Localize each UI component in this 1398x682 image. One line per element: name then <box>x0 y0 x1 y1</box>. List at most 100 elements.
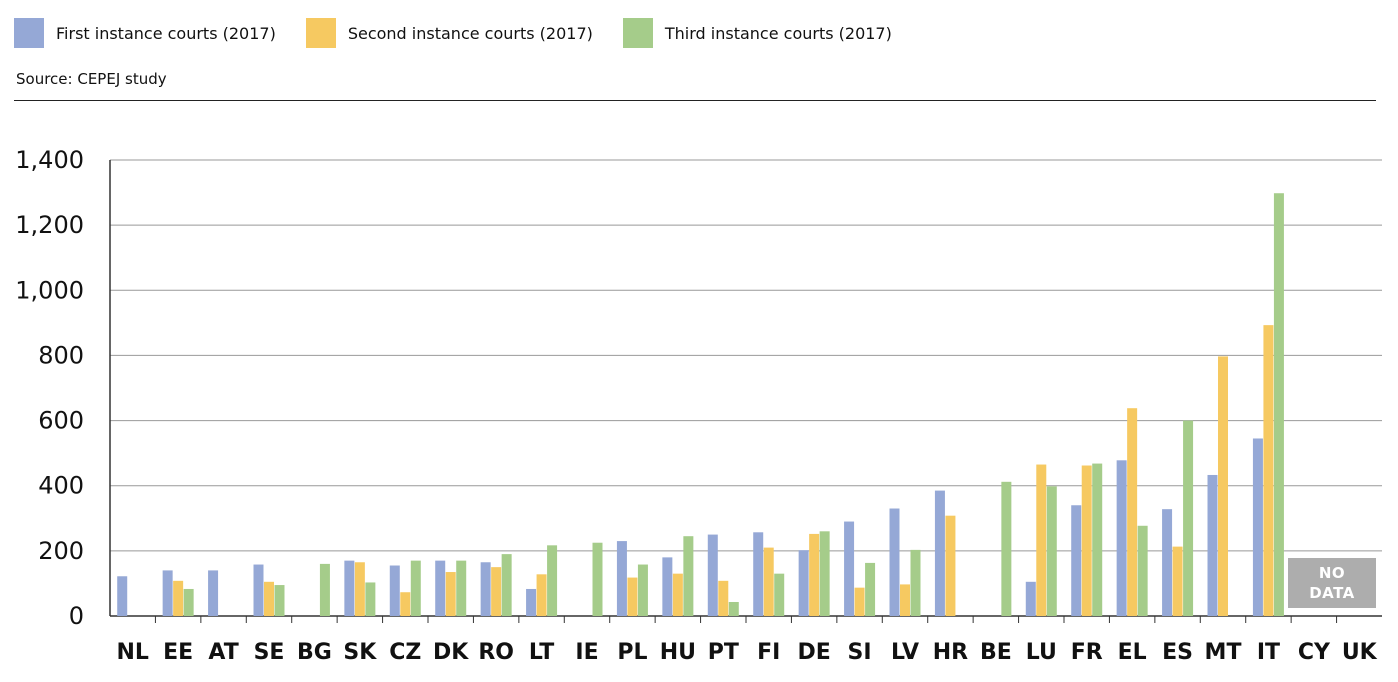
bar-es-series-1 <box>1162 509 1173 616</box>
no-data-line1: NO <box>1318 564 1346 582</box>
bar-ro-series-2 <box>491 567 502 616</box>
header-divider <box>14 100 1376 101</box>
bar-at-series-1 <box>208 570 219 616</box>
legend-swatch-second-instance <box>305 18 336 48</box>
bar-cz-series-2 <box>400 592 411 616</box>
bar-bg-series-3 <box>319 563 330 616</box>
bar-fi-series-2 <box>763 547 774 616</box>
x-tick-label: PL <box>617 640 647 665</box>
x-tick-label: DK <box>433 640 469 665</box>
bar-lv-series-1 <box>889 508 900 616</box>
bar-hu-series-2 <box>672 573 683 616</box>
legend-label-first-instance: First instance courts (2017) <box>56 23 276 43</box>
legend-swatch-third-instance <box>622 18 653 48</box>
legend-label-third-instance: Third instance courts (2017) <box>664 23 892 43</box>
no-data-badge: NO DATA <box>1288 558 1376 608</box>
bar-be-series-3 <box>1001 481 1012 616</box>
bar-fi-series-1 <box>753 532 764 616</box>
x-tick-label: HR <box>933 640 968 665</box>
bar-cz-series-3 <box>410 560 421 616</box>
bar-lv-series-3 <box>910 549 921 616</box>
bar-dk-series-3 <box>456 560 467 616</box>
x-tick-label: LT <box>529 640 554 665</box>
bar-ee-series-2 <box>173 580 184 616</box>
legend-item-second-instance: Second instance courts (2017) <box>305 18 593 48</box>
y-tick-label: 1,400 <box>15 146 84 174</box>
legend-swatch-first-instance <box>14 18 44 48</box>
y-tick-label: 800 <box>38 341 84 369</box>
legend: First instance courts (2017) Second inst… <box>14 18 922 48</box>
bar-es-series-2 <box>1172 546 1183 616</box>
x-tick-label: ES <box>1162 640 1193 665</box>
bar-ee-series-1 <box>162 570 173 616</box>
y-tick-label: 600 <box>38 407 84 435</box>
bar-ro-series-1 <box>480 562 491 616</box>
bar-si-series-1 <box>844 521 855 616</box>
bar-lu-series-3 <box>1046 486 1057 616</box>
bar-lt-series-3 <box>547 545 558 616</box>
bar-fr-series-1 <box>1071 505 1082 616</box>
x-tick-label: RO <box>478 640 514 665</box>
y-tick-label: 400 <box>38 472 84 500</box>
bar-cz-series-1 <box>389 565 400 616</box>
legend-label-second-instance: Second instance courts (2017) <box>347 23 593 43</box>
x-tick-label: LU <box>1026 640 1057 665</box>
x-tick-label: SI <box>848 640 872 665</box>
source-note: Source: CEPEJ study <box>16 70 167 88</box>
x-tick-label: PT <box>708 640 739 665</box>
bar-sk-series-1 <box>344 560 355 616</box>
bar-dk-series-2 <box>445 572 456 616</box>
bar-fr-series-3 <box>1092 463 1103 616</box>
x-tick-label: IT <box>1257 640 1280 665</box>
y-tick-label: 200 <box>38 537 84 565</box>
x-tick-label: BE <box>980 640 1012 665</box>
bar-se-series-3 <box>274 585 285 616</box>
x-tick-label: CZ <box>389 640 421 665</box>
bar-nl-series-1 <box>117 576 128 616</box>
x-tick-label: HU <box>660 640 696 665</box>
x-tick-label: MT <box>1205 640 1242 665</box>
x-tick-label: DE <box>797 640 830 665</box>
x-tick-label: SE <box>254 640 285 665</box>
bar-fi-series-3 <box>774 573 785 616</box>
bar-mt-series-2 <box>1218 356 1228 616</box>
x-tick-label: AT <box>208 640 238 665</box>
y-tick-label: 1,000 <box>15 276 84 304</box>
bar-el-series-3 <box>1137 525 1148 616</box>
legend-item-third-instance: Third instance courts (2017) <box>622 18 892 48</box>
x-tick-label: FI <box>757 640 780 665</box>
bar-se-series-1 <box>253 564 264 616</box>
x-tick-label: FR <box>1071 640 1103 665</box>
no-data-line2: DATA <box>1309 584 1355 602</box>
bar-sk-series-2 <box>354 562 365 616</box>
bar-fr-series-2 <box>1081 465 1092 616</box>
bar-it-series-3 <box>1273 193 1284 617</box>
bar-pl-series-1 <box>616 541 627 616</box>
bar-lt-series-2 <box>536 574 547 616</box>
x-tick-label: UK <box>1342 640 1378 665</box>
bar-es-series-3 <box>1183 420 1194 616</box>
bar-pl-series-3 <box>637 564 648 616</box>
x-tick-label: NL <box>116 640 148 665</box>
bar-si-series-2 <box>854 587 865 616</box>
bar-mt-series-1 <box>1207 474 1218 616</box>
x-tick-label: EL <box>1118 640 1147 665</box>
bar-ie-series-3 <box>592 542 603 616</box>
y-tick-label: 0 <box>69 602 84 630</box>
y-tick-label: 1,200 <box>15 211 84 239</box>
bar-pl-series-2 <box>627 577 638 616</box>
legend-item-first-instance: First instance courts (2017) <box>14 18 276 48</box>
bar-hu-series-1 <box>662 557 673 616</box>
x-tick-label: BG <box>297 640 332 665</box>
bar-ee-series-3 <box>183 588 194 616</box>
bar-sk-series-3 <box>365 582 376 616</box>
bar-lu-series-1 <box>1025 581 1036 616</box>
x-tick-label: CY <box>1298 640 1331 665</box>
x-tick-label: SK <box>343 640 377 665</box>
bar-de-series-1 <box>798 550 809 616</box>
bar-el-series-1 <box>1116 460 1127 616</box>
bar-it-series-2 <box>1263 325 1274 616</box>
bar-hr-series-2 <box>945 515 956 616</box>
bar-si-series-3 <box>865 562 876 616</box>
bar-se-series-2 <box>264 581 274 616</box>
